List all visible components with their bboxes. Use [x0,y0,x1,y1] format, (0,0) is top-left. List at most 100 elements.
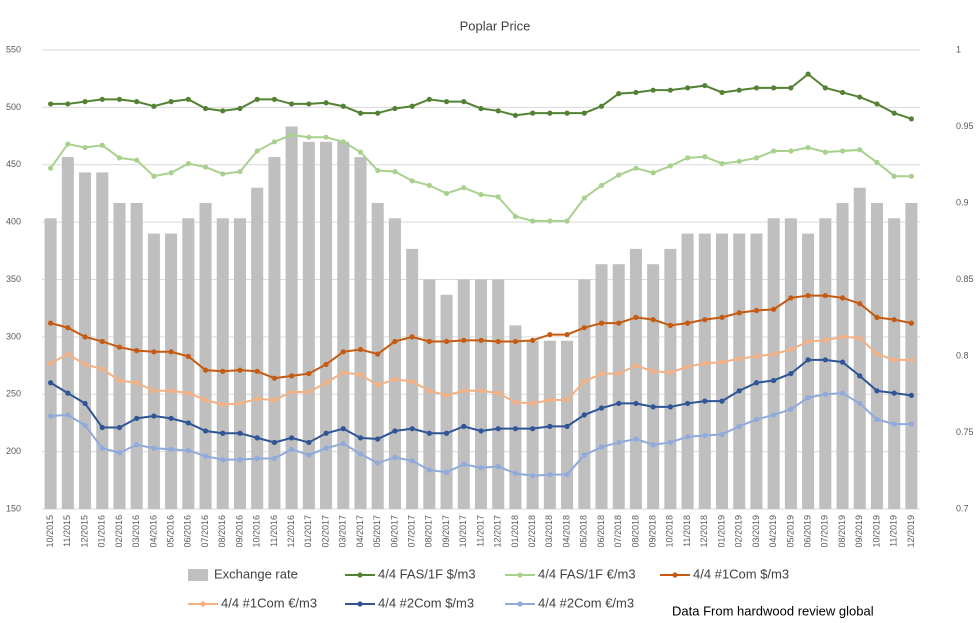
point [719,161,725,167]
point [82,144,88,151]
point [443,99,450,105]
point [65,141,71,147]
point [598,182,605,189]
point [478,105,484,112]
x-tick-label: 03/2018 [544,515,554,548]
point [547,423,553,429]
legend-item: 4/4 FAS/1F $/m3 [345,566,476,581]
legend-item: Exchange rate [188,566,298,581]
bar [836,203,849,509]
point [684,155,691,161]
point [271,375,278,381]
point [633,436,639,442]
point [805,144,811,151]
point [185,161,191,167]
point [461,185,467,191]
bar [457,279,470,509]
point [736,356,742,362]
legend-swatch [188,569,208,581]
point [168,349,174,355]
point [530,426,536,432]
point [908,116,914,122]
bars [44,126,918,510]
y-tick-label: 500 [6,102,21,112]
point [202,105,209,112]
legend-label: 4/4 FAS/1F €/m3 [538,566,636,581]
bar [285,126,298,509]
point [478,465,484,471]
point [891,173,897,179]
point [805,338,811,345]
point [495,108,501,114]
point [547,218,553,224]
point [633,89,639,96]
point [822,85,828,91]
bar [698,233,711,509]
point [409,334,415,340]
point [684,434,691,440]
point [598,405,605,411]
point [99,142,105,148]
point [581,110,587,116]
y-tick-label: 350 [6,274,21,284]
point [220,171,226,177]
point [581,325,587,331]
point [185,447,191,454]
point [874,388,880,394]
point [168,99,174,105]
point [564,471,570,478]
x-tick-label: 08/2019 [837,515,847,548]
bar [199,203,212,509]
y-tick-label: 550 [6,44,21,54]
point [461,461,467,467]
point [616,370,622,377]
point [202,367,209,373]
point [306,101,312,107]
point [357,435,364,441]
point [48,380,54,386]
point [908,357,914,363]
bar [888,218,901,510]
point [857,300,863,307]
x-tick-label: 09/2019 [854,515,864,548]
point [495,338,501,345]
y-tick-label: 200 [6,446,21,456]
point [702,360,708,366]
chart-title: Poplar Price [460,18,531,33]
x-tick-label: 12/2017 [493,515,503,548]
point [375,436,381,442]
legend-swatch-dot [200,601,206,607]
x-tick-label: 11/2017 [475,515,485,547]
point [306,439,312,446]
point [874,314,880,320]
point [134,157,140,163]
point [357,451,364,457]
legend-label: 4/4 #1Com €/m3 [221,595,317,610]
point [168,388,174,394]
y-tick-label: 450 [6,159,21,169]
point [857,373,863,379]
y2-tick-label: 0.7 [956,503,969,513]
x-tick-label: 02/2018 [527,515,537,548]
legend-item: 4/4 #2Com €/m3 [505,595,634,610]
bar [715,233,729,509]
point [805,71,811,77]
x-tick-label: 12/2015 [79,515,89,548]
point [495,426,501,432]
point [684,364,691,370]
line [49,133,912,222]
point [271,455,278,462]
point [357,346,364,353]
lines [48,71,914,479]
bar [767,218,780,510]
point [667,87,673,93]
point [805,395,811,401]
point [478,337,484,343]
point [185,353,191,359]
point [512,213,519,219]
bar [681,233,694,509]
point [788,148,794,154]
point [237,430,243,436]
point [116,155,123,161]
point [702,317,708,323]
